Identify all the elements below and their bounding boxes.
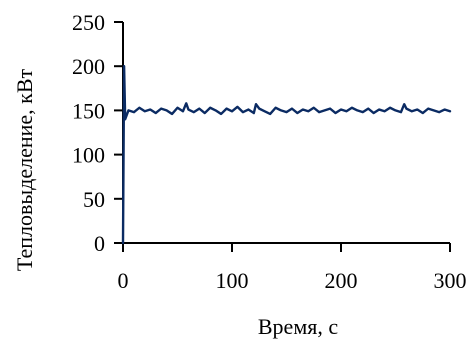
- series-group: [121, 65, 452, 245]
- y-tick-label: 50: [83, 187, 105, 212]
- y-tick-label: 100: [72, 143, 105, 168]
- series-line-0: [121, 65, 452, 245]
- axes-group: [122, 22, 450, 244]
- y-tick-label: 0: [94, 231, 105, 256]
- y-axis-title: Тепловыделение, кВт: [12, 68, 37, 271]
- x-tick-label: 300: [434, 268, 467, 293]
- x-axis-title: Время, с: [258, 314, 338, 339]
- y-tick-label: 200: [72, 54, 105, 79]
- ticks-group: 0 50 100 150 200 250 0 100 200 300: [72, 10, 467, 293]
- y-tick-label: 250: [72, 10, 105, 35]
- x-tick-label: 0: [118, 268, 129, 293]
- x-tick-label: 100: [216, 268, 249, 293]
- y-tick-label: 150: [72, 98, 105, 123]
- x-tick-label: 200: [325, 268, 358, 293]
